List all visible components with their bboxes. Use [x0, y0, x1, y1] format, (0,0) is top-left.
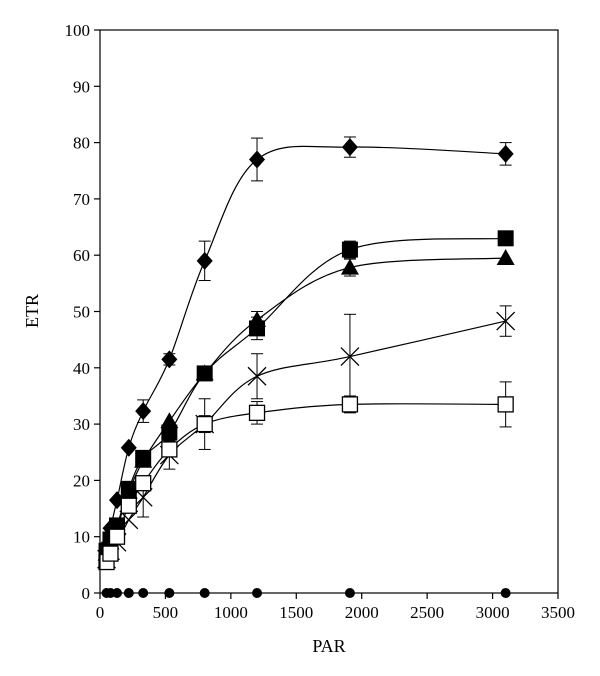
- y-tick-label-90: 90: [73, 77, 90, 96]
- point-square-open-5: [161, 441, 178, 458]
- point-diamond-filled-4: [135, 402, 152, 421]
- point-diamond-filled-6: [196, 251, 213, 270]
- point-triangle-filled-8: [340, 258, 359, 275]
- point-triangle-filled-4: [134, 451, 153, 468]
- point-square-open-3: [120, 497, 137, 514]
- series-triangle-filled: [97, 249, 515, 561]
- point-square-open-7: [248, 404, 266, 421]
- point-triangle-filled-7: [248, 310, 267, 327]
- y-tick-label-0: 0: [82, 584, 91, 603]
- x-tick-label-0: 0: [96, 603, 105, 622]
- series-diamond-filled-line: [105, 145, 506, 549]
- series-square-filled: [98, 230, 514, 559]
- point-square-open-6: [196, 415, 213, 433]
- point-square-filled-8: [341, 241, 358, 258]
- point-triangle-filled-9: [496, 249, 515, 266]
- point-diamond-filled-8: [341, 138, 358, 157]
- point-diamond-filled-5: [161, 350, 178, 369]
- point-square-open-9: [497, 396, 514, 413]
- point-diamond-filled-9: [497, 144, 514, 163]
- point-square-open-2: [108, 528, 126, 545]
- point-x-8: [340, 347, 360, 366]
- point-diamond-filled-7: [249, 150, 266, 169]
- point-diamond-filled-3: [120, 438, 137, 457]
- y-tick-label-50: 50: [73, 303, 90, 322]
- point-triangle-filled-3: [119, 482, 138, 499]
- point-triangle-filled-5: [160, 412, 179, 429]
- series-diamond-filled: [98, 136, 514, 557]
- x-tick-label-3000: 3000: [476, 603, 510, 622]
- point-square-filled-5: [161, 424, 178, 441]
- plot-frame: [99, 29, 559, 594]
- x-tick-label-3500: 3500: [541, 603, 575, 622]
- x-axis-title: PAR: [312, 636, 345, 656]
- x-tick-label-500: 500: [153, 603, 179, 622]
- x-tick-label-2500: 2500: [410, 603, 444, 622]
- point-triangle-filled-6: [195, 364, 214, 381]
- y-tick-label-70: 70: [73, 190, 90, 209]
- y-axis-title: ETR: [22, 294, 42, 328]
- y-tick-label-60: 60: [73, 246, 90, 265]
- point-x-7: [247, 366, 267, 386]
- series-x: [97, 305, 516, 569]
- point-square-open-1: [102, 545, 119, 562]
- point-x-9: [496, 311, 516, 331]
- y-tick-label-80: 80: [73, 134, 90, 153]
- x-tick-label-1000: 1000: [214, 603, 248, 622]
- y-tick-label-40: 40: [73, 359, 90, 378]
- y-tick-label-100: 100: [65, 21, 91, 40]
- x-tick-label-1500: 1500: [279, 603, 313, 622]
- point-square-open-8: [341, 396, 359, 413]
- series-square-open: [98, 381, 514, 571]
- y-tick-label-20: 20: [73, 471, 90, 490]
- point-square-filled-9: [497, 230, 514, 247]
- x-tick-label-2000: 2000: [345, 603, 379, 622]
- point-square-open-4: [135, 475, 152, 492]
- y-tick-label-10: 10: [73, 528, 90, 547]
- series-triangle-filled-line: [105, 257, 506, 554]
- series-layer: [97, 136, 516, 598]
- y-tick-label-30: 30: [73, 415, 90, 434]
